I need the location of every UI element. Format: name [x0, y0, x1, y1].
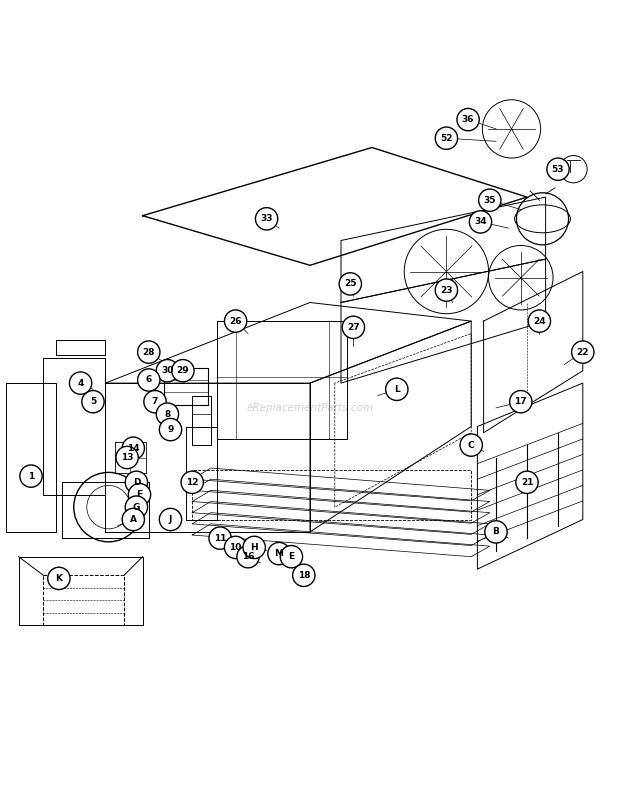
Text: A: A — [130, 515, 137, 524]
Circle shape — [460, 434, 482, 456]
Circle shape — [172, 360, 194, 382]
Circle shape — [159, 509, 182, 531]
Circle shape — [243, 536, 265, 558]
Circle shape — [516, 471, 538, 494]
Circle shape — [528, 310, 551, 332]
Circle shape — [547, 158, 569, 180]
Circle shape — [255, 208, 278, 230]
Circle shape — [485, 520, 507, 543]
Circle shape — [69, 372, 92, 394]
Text: 1: 1 — [28, 471, 34, 481]
Text: 5: 5 — [90, 397, 96, 407]
Text: 33: 33 — [260, 214, 273, 223]
Circle shape — [125, 496, 148, 518]
Circle shape — [268, 543, 290, 565]
Text: 4: 4 — [78, 379, 84, 388]
Text: 29: 29 — [177, 366, 189, 375]
Text: 10: 10 — [229, 543, 242, 552]
Circle shape — [122, 509, 144, 531]
Text: 23: 23 — [440, 286, 453, 294]
Circle shape — [280, 546, 303, 568]
Text: 13: 13 — [121, 453, 133, 462]
Circle shape — [209, 527, 231, 549]
Circle shape — [479, 189, 501, 211]
Circle shape — [82, 391, 104, 413]
Text: 27: 27 — [347, 323, 360, 331]
Text: J: J — [169, 515, 172, 524]
Text: 18: 18 — [298, 571, 310, 580]
Circle shape — [138, 369, 160, 392]
Text: 8: 8 — [164, 410, 171, 418]
Text: 16: 16 — [242, 552, 254, 561]
Text: D: D — [133, 478, 140, 486]
Text: 28: 28 — [143, 347, 155, 357]
Text: 7: 7 — [152, 397, 158, 407]
Circle shape — [224, 310, 247, 332]
Text: 6: 6 — [146, 376, 152, 384]
Circle shape — [339, 273, 361, 295]
Text: 52: 52 — [440, 134, 453, 142]
Text: L: L — [394, 384, 400, 394]
Circle shape — [435, 127, 458, 149]
Text: 12: 12 — [186, 478, 198, 486]
Text: 9: 9 — [167, 425, 174, 434]
Text: K: K — [55, 574, 63, 583]
Circle shape — [48, 567, 70, 589]
Circle shape — [156, 403, 179, 426]
Circle shape — [138, 341, 160, 363]
Text: H: H — [250, 543, 258, 552]
Circle shape — [181, 471, 203, 494]
Text: C: C — [468, 441, 474, 449]
Text: M: M — [275, 549, 283, 558]
Circle shape — [342, 316, 365, 339]
Circle shape — [125, 471, 148, 494]
Text: 35: 35 — [484, 195, 496, 205]
Circle shape — [457, 108, 479, 131]
Text: 22: 22 — [577, 347, 589, 357]
Text: eReplacementParts.com: eReplacementParts.com — [246, 403, 374, 413]
Text: G: G — [133, 502, 140, 512]
Circle shape — [122, 437, 144, 460]
Text: 17: 17 — [515, 397, 527, 407]
Text: E: E — [288, 552, 294, 561]
Circle shape — [435, 279, 458, 301]
Circle shape — [156, 360, 179, 382]
Text: F: F — [136, 490, 143, 499]
Text: 11: 11 — [214, 534, 226, 543]
Text: 24: 24 — [533, 316, 546, 326]
Circle shape — [293, 564, 315, 586]
Text: 26: 26 — [229, 316, 242, 326]
Circle shape — [116, 446, 138, 468]
Text: 34: 34 — [474, 218, 487, 226]
Circle shape — [159, 418, 182, 441]
Circle shape — [144, 391, 166, 413]
Text: 14: 14 — [127, 444, 140, 452]
Circle shape — [128, 483, 151, 506]
Text: 25: 25 — [344, 279, 356, 289]
Circle shape — [469, 210, 492, 233]
Circle shape — [20, 465, 42, 487]
Circle shape — [224, 536, 247, 558]
Text: 53: 53 — [552, 165, 564, 174]
Circle shape — [510, 391, 532, 413]
Text: 30: 30 — [161, 366, 174, 375]
Circle shape — [237, 546, 259, 568]
Text: 21: 21 — [521, 478, 533, 486]
Text: 36: 36 — [462, 115, 474, 124]
Text: B: B — [492, 528, 500, 536]
Circle shape — [572, 341, 594, 363]
Circle shape — [386, 378, 408, 400]
